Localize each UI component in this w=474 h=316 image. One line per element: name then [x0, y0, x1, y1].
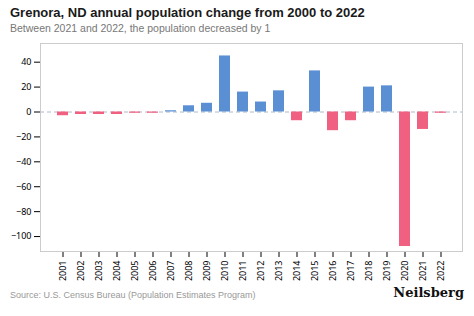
- svg-text:2002: 2002: [74, 261, 87, 282]
- html-text:Grenora, ND annual population: Grenora, ND annual population change fro…: [10, 5, 365, 20]
- svg-text:40: 40: [21, 55, 31, 68]
- svg-text:2009: 2009: [200, 261, 213, 282]
- svg-text:20: 20: [21, 80, 31, 93]
- svg-text:2010: 2010: [218, 261, 231, 282]
- svg-text:2019: 2019: [380, 261, 393, 282]
- svg-text:2018: 2018: [362, 261, 375, 282]
- svg-text:2013: 2013: [272, 261, 285, 282]
- svg-text:2020: 2020: [398, 261, 411, 282]
- svg-text:2005: 2005: [128, 261, 141, 282]
- svg-text:2014: 2014: [290, 261, 303, 282]
- svg-text:2001: 2001: [56, 261, 69, 282]
- svg-text:2004: 2004: [110, 261, 123, 282]
- svg-text:2006: 2006: [146, 261, 159, 282]
- html-text:Neilsberg: Neilsberg: [393, 285, 464, 300]
- svg-text:−100: −100: [11, 229, 32, 242]
- svg-text:0: 0: [26, 105, 31, 118]
- svg-text:2007: 2007: [164, 261, 177, 282]
- html-text:Source: U.S. Census Bureau (Po: Source: U.S. Census Bureau (Population E…: [10, 290, 256, 300]
- svg-text:−40: −40: [16, 155, 31, 168]
- svg-text:2008: 2008: [182, 261, 195, 282]
- svg-text:2003: 2003: [92, 261, 105, 282]
- svg-text:2022: 2022: [434, 261, 447, 282]
- svg-text:2015: 2015: [308, 261, 321, 282]
- html-text:Between 2021 and 2022, the pop: Between 2021 and 2022, the population de…: [10, 22, 271, 34]
- svg-text:2017: 2017: [344, 261, 357, 282]
- svg-text:2016: 2016: [326, 261, 339, 282]
- svg-text:−20: −20: [16, 130, 31, 143]
- svg-text:2021: 2021: [416, 261, 429, 282]
- svg-text:−60: −60: [16, 180, 31, 193]
- svg-text:2012: 2012: [254, 261, 267, 282]
- svg-text:2011: 2011: [236, 261, 249, 282]
- svg-text:−80: −80: [16, 205, 31, 218]
